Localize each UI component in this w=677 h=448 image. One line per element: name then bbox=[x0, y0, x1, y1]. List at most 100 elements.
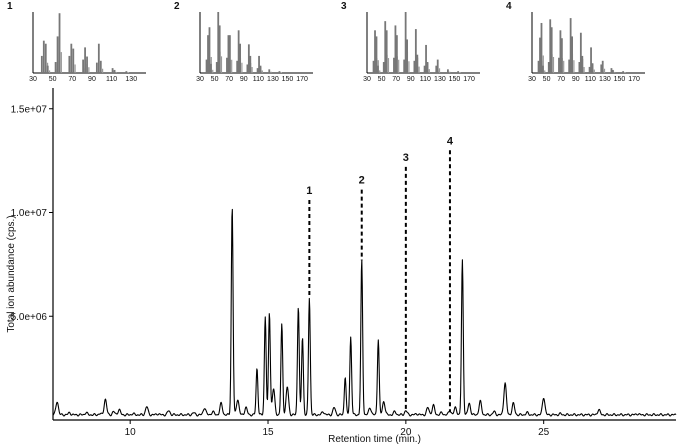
spectrum-bar bbox=[385, 30, 388, 73]
spectrum-bar bbox=[610, 68, 613, 73]
spectrum-bar bbox=[552, 56, 555, 73]
spectrum-tick-label: 70 bbox=[392, 76, 400, 83]
spectrum-bar bbox=[403, 59, 406, 73]
spectrum-tick-label: 50 bbox=[378, 76, 386, 83]
spectrum-bar bbox=[111, 68, 114, 73]
spectrum-bar bbox=[436, 59, 439, 73]
spectrum-bar bbox=[568, 59, 571, 73]
spectrum-tick-label: 150 bbox=[282, 76, 294, 83]
spectrum-tick-label: 50 bbox=[543, 76, 551, 83]
spectrum-bar bbox=[217, 12, 220, 73]
peak-marker-label: 4 bbox=[447, 135, 454, 147]
spectrum-label: 2 bbox=[174, 1, 180, 12]
spectrum-bar bbox=[56, 36, 59, 73]
spectrum-bar bbox=[404, 12, 407, 73]
spectrum-bar bbox=[588, 66, 591, 73]
spectrum-bar bbox=[578, 62, 581, 73]
spectrum-bar bbox=[74, 64, 76, 73]
spectrum-bar bbox=[395, 35, 398, 73]
chromatogram-trace bbox=[52, 208, 677, 417]
spectrum-bar bbox=[220, 56, 223, 73]
spectrum-bar bbox=[544, 70, 546, 73]
spectrum-bar bbox=[60, 52, 62, 73]
spectrum-bar bbox=[593, 69, 595, 73]
spectrum-bar bbox=[46, 65, 49, 73]
spectrum-bar bbox=[426, 62, 429, 73]
spectrum-bar bbox=[228, 35, 231, 73]
spectrum-tick-label: 110 bbox=[106, 76, 117, 83]
y-tick-label: 5.0e+06 bbox=[11, 312, 48, 323]
y-tick-label: 1.5e+07 bbox=[11, 104, 48, 115]
x-tick-label: 10 bbox=[125, 427, 137, 438]
spectrum-tick-label: 30 bbox=[528, 76, 536, 83]
spectrum-bar bbox=[550, 27, 553, 73]
spectrum-bar bbox=[268, 69, 271, 73]
spectrum-bar bbox=[374, 30, 376, 73]
spectrum-bar bbox=[601, 60, 604, 73]
x-axis-title: Retention time (min.) bbox=[328, 434, 421, 445]
spectrum-label: 4 bbox=[506, 1, 512, 12]
spectrum-bar bbox=[210, 63, 212, 73]
x-tick-label: 20 bbox=[400, 427, 412, 438]
spectrum-bar bbox=[372, 60, 375, 73]
spectrum-bar bbox=[591, 63, 594, 73]
spectrum-bar bbox=[86, 56, 88, 73]
spectrum-bar bbox=[251, 67, 253, 73]
spectrum-bar bbox=[375, 36, 378, 73]
spectrum-bar bbox=[583, 67, 585, 73]
spectrum-tick-label: 150 bbox=[614, 76, 626, 83]
spectrum-bar bbox=[270, 71, 272, 73]
spectrum-tick-label: 90 bbox=[240, 76, 248, 83]
spectrum-bar bbox=[542, 65, 544, 73]
spectrum-bar bbox=[261, 70, 263, 73]
spectrum-bar bbox=[379, 70, 381, 73]
spectrum-bar bbox=[423, 65, 426, 73]
spectrum-tick-label: 70 bbox=[557, 76, 565, 83]
spectrum-bar bbox=[231, 59, 233, 73]
spectrum-tick-label: 70 bbox=[68, 76, 76, 83]
spectrum-bar bbox=[40, 55, 43, 73]
spectrum-bar bbox=[581, 55, 584, 73]
spectrum-bar bbox=[573, 60, 575, 73]
spectrum-bar bbox=[68, 55, 71, 73]
spectrum-bar bbox=[113, 69, 116, 73]
spectrum-tick-label: 110 bbox=[253, 76, 264, 83]
spectrum-bar bbox=[406, 39, 408, 73]
spectrum-bar bbox=[72, 48, 75, 73]
spectrum-bar bbox=[384, 21, 387, 73]
spectrum-bar bbox=[215, 62, 218, 73]
spectrum-bar bbox=[600, 64, 603, 73]
spectrum-bar bbox=[393, 57, 395, 73]
spectrum-bar bbox=[563, 60, 565, 73]
spectrum-tick-label: 30 bbox=[29, 76, 37, 83]
spectrum-bar bbox=[227, 35, 230, 73]
spectrum-bar bbox=[125, 71, 128, 73]
spectrum-bar bbox=[612, 69, 614, 73]
spectrum-tick-label: 130 bbox=[267, 76, 279, 83]
spectrum-bar bbox=[571, 36, 573, 73]
spectrum-bar bbox=[246, 64, 249, 73]
spectrum-bar bbox=[569, 18, 572, 74]
spectrum-bar bbox=[603, 68, 606, 73]
mass-spectrum-4: 30 50 70 90 110 130 150 170 4 bbox=[506, 1, 645, 83]
spectrum-tick-label: 130 bbox=[125, 76, 137, 83]
spectrum-bar bbox=[547, 62, 550, 73]
spectrum-bar bbox=[212, 69, 214, 73]
spectrum-bar bbox=[256, 68, 259, 73]
spectrum-tick-label: 30 bbox=[363, 76, 371, 83]
x-tick-label: 15 bbox=[262, 427, 274, 438]
spectrum-bar bbox=[428, 69, 430, 73]
spectrum-bar bbox=[622, 71, 625, 73]
spectrum-bar bbox=[624, 72, 626, 73]
spectrum-bar bbox=[438, 68, 441, 73]
spectrum-tick-label: 90 bbox=[407, 76, 415, 83]
spectrum-bar bbox=[413, 60, 416, 73]
spectrum-bar bbox=[97, 43, 100, 73]
x-tick-label: 25 bbox=[538, 427, 550, 438]
spectrum-bar bbox=[579, 32, 582, 73]
y-axis-title: Total ion abundance (cps.) bbox=[6, 215, 17, 332]
spectrum-bar bbox=[48, 70, 51, 73]
spectrum-tick-label: 50 bbox=[49, 76, 57, 83]
spectrum-bar bbox=[70, 43, 73, 73]
spectrum-bar bbox=[537, 60, 540, 73]
